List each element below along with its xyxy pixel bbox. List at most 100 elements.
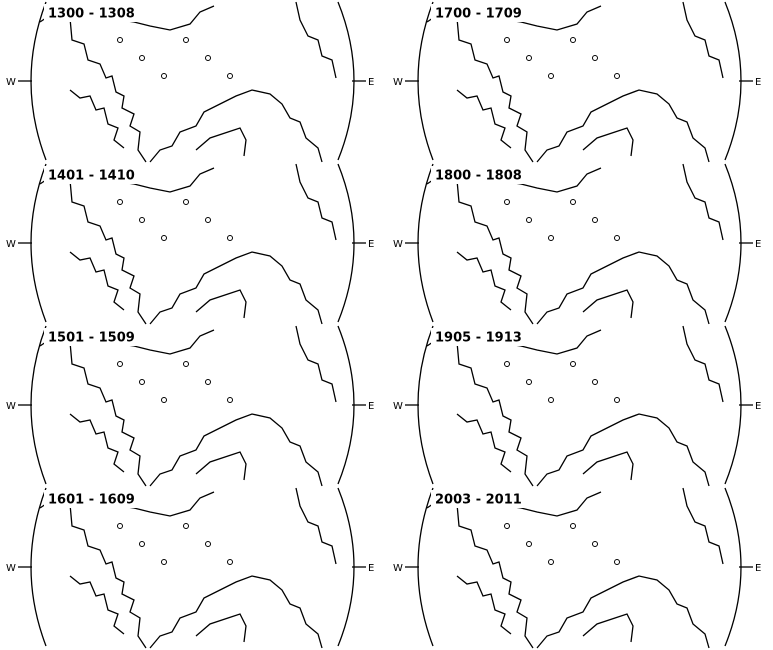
coastline bbox=[150, 414, 322, 486]
period-label: 1601 - 1609 bbox=[48, 493, 135, 508]
west-label: W bbox=[393, 239, 403, 250]
contour-blob bbox=[615, 560, 620, 565]
contour-blob bbox=[549, 74, 554, 79]
contour-blob bbox=[184, 524, 189, 529]
coastline bbox=[150, 90, 322, 162]
contour-blob bbox=[118, 524, 123, 529]
coastline bbox=[683, 488, 723, 564]
coastline bbox=[683, 2, 723, 78]
globe-edge bbox=[338, 2, 354, 160]
contour-blob bbox=[206, 218, 211, 223]
coastline bbox=[40, 174, 146, 324]
period-label: 1700 - 1709 bbox=[435, 7, 522, 22]
east-label: E bbox=[755, 401, 761, 412]
east-label: E bbox=[755, 239, 761, 250]
contour-blob bbox=[162, 74, 167, 79]
globe-edge bbox=[338, 164, 354, 322]
coastline bbox=[296, 326, 336, 402]
west-label: W bbox=[6, 77, 16, 88]
globe-edge bbox=[725, 326, 741, 484]
period-label: 1300 - 1308 bbox=[48, 7, 135, 22]
coastline bbox=[70, 576, 124, 634]
west-label: W bbox=[393, 563, 403, 574]
contour-blob bbox=[118, 200, 123, 205]
contour-blob bbox=[140, 56, 145, 61]
map-panel: WE1905 - 1913 bbox=[393, 326, 761, 486]
contour-blob bbox=[527, 542, 532, 547]
globe-edge bbox=[725, 2, 741, 160]
east-label: E bbox=[755, 563, 761, 574]
coastline bbox=[296, 164, 336, 240]
coastline bbox=[196, 614, 246, 642]
globe-edge bbox=[338, 326, 354, 484]
map-panel: W E 1300 - 1308 bbox=[6, 2, 374, 162]
contour-blob bbox=[527, 56, 532, 61]
east-label: E bbox=[368, 401, 374, 412]
contour-blob bbox=[549, 398, 554, 403]
east-label: E bbox=[368, 77, 374, 88]
globe-edge bbox=[31, 164, 46, 322]
coastline bbox=[427, 498, 533, 648]
coastline bbox=[70, 414, 124, 472]
west-label: W bbox=[6, 239, 16, 250]
contour-blob bbox=[228, 560, 233, 565]
east-label: E bbox=[755, 77, 761, 88]
contour-blob bbox=[571, 200, 576, 205]
contour-blob bbox=[571, 362, 576, 367]
coastline bbox=[70, 252, 124, 310]
coastline bbox=[583, 128, 633, 156]
contour-blob bbox=[505, 200, 510, 205]
coastline bbox=[40, 498, 146, 648]
contour-blob bbox=[228, 398, 233, 403]
globe-edge bbox=[418, 164, 433, 322]
coastline bbox=[537, 90, 709, 162]
coastline bbox=[683, 326, 723, 402]
west-label: W bbox=[393, 77, 403, 88]
map-panel: W E 1800 - 1808 bbox=[393, 164, 761, 324]
contour-blob bbox=[549, 560, 554, 565]
contour-blob bbox=[162, 560, 167, 565]
coastline bbox=[427, 336, 533, 486]
contour-blob bbox=[527, 218, 532, 223]
globe-edge bbox=[418, 488, 433, 646]
contour-blob bbox=[162, 398, 167, 403]
contour-blob bbox=[615, 236, 620, 241]
map-panel: W E 1501 - 1509 bbox=[6, 326, 374, 486]
contour-blob bbox=[140, 218, 145, 223]
contour-blob bbox=[505, 362, 510, 367]
contour-blob bbox=[593, 218, 598, 223]
west-label: W bbox=[6, 401, 16, 412]
contour-blob bbox=[140, 380, 145, 385]
contour-blob bbox=[527, 380, 532, 385]
coastline bbox=[537, 414, 709, 486]
contour-blob bbox=[549, 236, 554, 241]
contour-blob bbox=[593, 542, 598, 547]
coastline bbox=[537, 576, 709, 648]
period-label: 1800 - 1808 bbox=[435, 169, 522, 184]
globe-edge bbox=[725, 488, 741, 646]
period-label: 1501 - 1509 bbox=[48, 331, 135, 346]
figure: WE1300 - 1308WE1700 - 1709WE1401 - 1410W… bbox=[0, 0, 773, 650]
coastline bbox=[196, 452, 246, 480]
globe-edge bbox=[418, 326, 433, 484]
coastline bbox=[427, 174, 533, 324]
coastline bbox=[296, 2, 336, 78]
coastline bbox=[683, 164, 723, 240]
contour-blob bbox=[228, 236, 233, 241]
globe-edge bbox=[31, 488, 46, 646]
contour-blob bbox=[615, 74, 620, 79]
coastline bbox=[196, 290, 246, 318]
coastline bbox=[296, 488, 336, 564]
contour-blob bbox=[184, 362, 189, 367]
contour-blob bbox=[162, 236, 167, 241]
coastline bbox=[427, 12, 533, 162]
coastline bbox=[457, 576, 511, 634]
contour-blob bbox=[118, 38, 123, 43]
contour-blob bbox=[184, 38, 189, 43]
contour-blob bbox=[505, 524, 510, 529]
globe-edge bbox=[725, 164, 741, 322]
coastline bbox=[457, 90, 511, 148]
west-label: W bbox=[6, 563, 16, 574]
contour-blob bbox=[571, 38, 576, 43]
